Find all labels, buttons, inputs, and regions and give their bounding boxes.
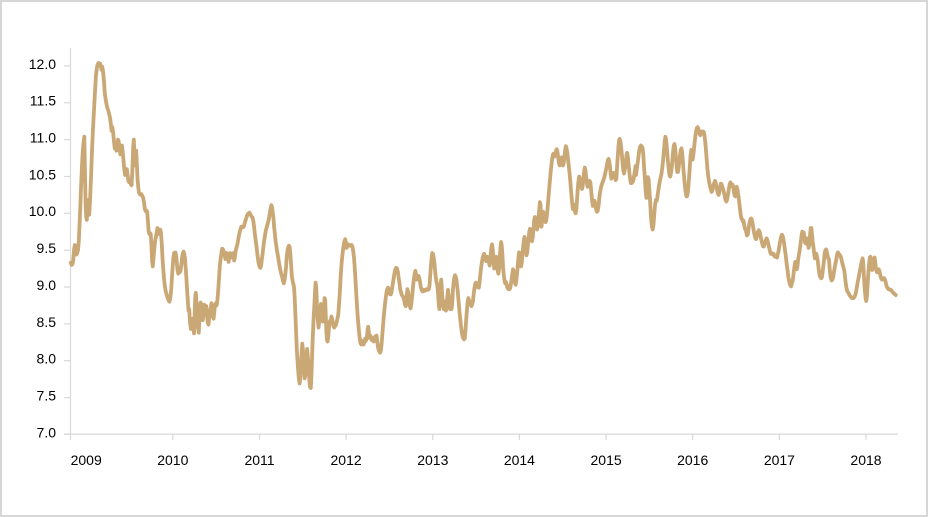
svg-text:2011: 2011 [244, 452, 274, 468]
svg-text:12.0: 12.0 [29, 56, 56, 72]
svg-text:11.0: 11.0 [30, 130, 56, 146]
svg-text:2010: 2010 [157, 452, 188, 468]
svg-text:9.5: 9.5 [37, 240, 57, 256]
svg-text:2017: 2017 [764, 452, 795, 468]
svg-text:2014: 2014 [504, 452, 535, 468]
svg-text:2016: 2016 [677, 452, 708, 468]
svg-text:2015: 2015 [591, 452, 622, 468]
svg-text:7.0: 7.0 [37, 424, 57, 440]
svg-text:11.5: 11.5 [30, 93, 56, 109]
svg-text:2013: 2013 [417, 452, 448, 468]
svg-text:8.5: 8.5 [37, 314, 57, 330]
svg-text:2012: 2012 [331, 452, 362, 468]
svg-text:8.0: 8.0 [37, 351, 57, 367]
svg-text:2009: 2009 [71, 452, 102, 468]
svg-text:10.0: 10.0 [29, 203, 56, 219]
svg-text:2018: 2018 [850, 452, 881, 468]
svg-text:7.5: 7.5 [37, 388, 57, 404]
svg-text:10.5: 10.5 [29, 166, 56, 182]
svg-text:9.0: 9.0 [37, 277, 57, 293]
